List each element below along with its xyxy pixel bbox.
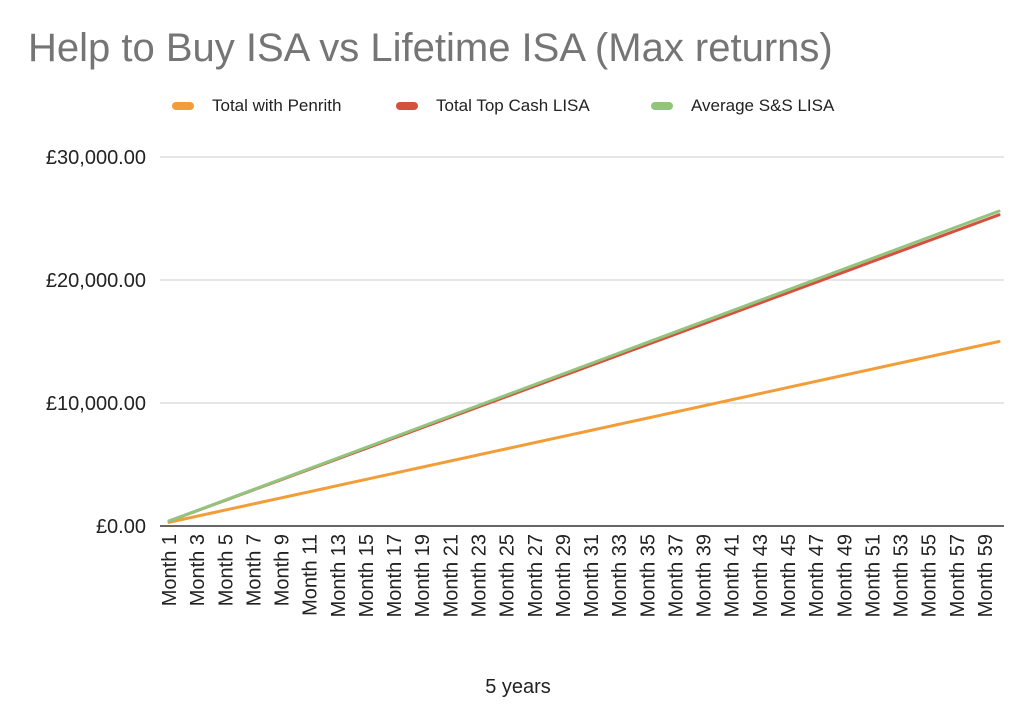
chart-title: Help to Buy ISA vs Lifetime ISA (Max ret… (28, 26, 833, 70)
x-tick-label: Month 45 (778, 534, 800, 617)
y-tick-label: £20,000.00 (46, 270, 146, 292)
legend: Total with Penrith Total Top Cash LISA A… (0, 94, 1036, 118)
y-tick-label: £30,000.00 (46, 147, 146, 169)
x-tick-label: Month 17 (384, 534, 406, 617)
y-tick-label: £10,000.00 (46, 393, 146, 415)
legend-item-average-ss-lisa[interactable]: Average S&S LISA (651, 94, 834, 118)
legend-swatch-penrith (172, 102, 194, 110)
legend-label-average-ss-lisa: Average S&S LISA (691, 96, 835, 115)
legend-label-penrith: Total with Penrith (212, 96, 342, 115)
x-tick-label: Month 13 (328, 534, 350, 617)
x-tick-label: Month 3 (187, 534, 209, 606)
x-tick-label: Month 21 (440, 534, 462, 617)
x-tick-label: Month 7 (243, 534, 265, 606)
x-tick-label: Month 25 (497, 534, 519, 617)
x-tick-label: Month 11 (300, 534, 322, 616)
x-tick-label: Month 57 (947, 534, 969, 617)
legend-item-top-cash-lisa[interactable]: Total Top Cash LISA (396, 94, 590, 118)
x-tick-label: Month 19 (412, 534, 434, 617)
x-tick-label: Month 39 (694, 534, 716, 617)
x-tick-label: Month 9 (272, 534, 294, 606)
x-tick-label: Month 47 (806, 534, 828, 617)
x-tick-label: Month 49 (834, 534, 856, 617)
legend-swatch-top-cash-lisa (396, 102, 418, 110)
x-tick-label: Month 59 (975, 534, 997, 617)
legend-label-top-cash-lisa: Total Top Cash LISA (436, 96, 590, 115)
x-tick-label: Month 5 (215, 534, 237, 606)
x-axis-title: 5 years (485, 676, 551, 698)
x-tick-label: Month 43 (750, 534, 772, 617)
series-line-2[interactable] (167, 209, 1001, 523)
series-line-0[interactable] (167, 340, 1001, 524)
x-tick-label: Month 29 (553, 534, 575, 617)
x-tick-label: Month 51 (862, 534, 884, 617)
x-tick-label: Month 31 (581, 534, 603, 617)
x-tick-label: Month 35 (637, 534, 659, 617)
legend-swatch-average-ss-lisa (651, 102, 673, 110)
legend-item-penrith[interactable]: Total with Penrith (172, 94, 341, 118)
y-tick-label: £0.00 (96, 516, 146, 538)
x-tick-label: Month 37 (665, 534, 687, 617)
x-tick-label: Month 33 (609, 534, 631, 617)
x-tick-label: Month 41 (722, 534, 744, 617)
x-tick-label: Month 55 (919, 534, 941, 617)
x-tick-label: Month 23 (468, 534, 490, 617)
x-tick-label: Month 53 (891, 534, 913, 617)
x-tick-label: Month 1 (159, 534, 181, 606)
x-tick-label: Month 27 (525, 534, 547, 617)
x-tick-label: Month 15 (356, 534, 378, 617)
